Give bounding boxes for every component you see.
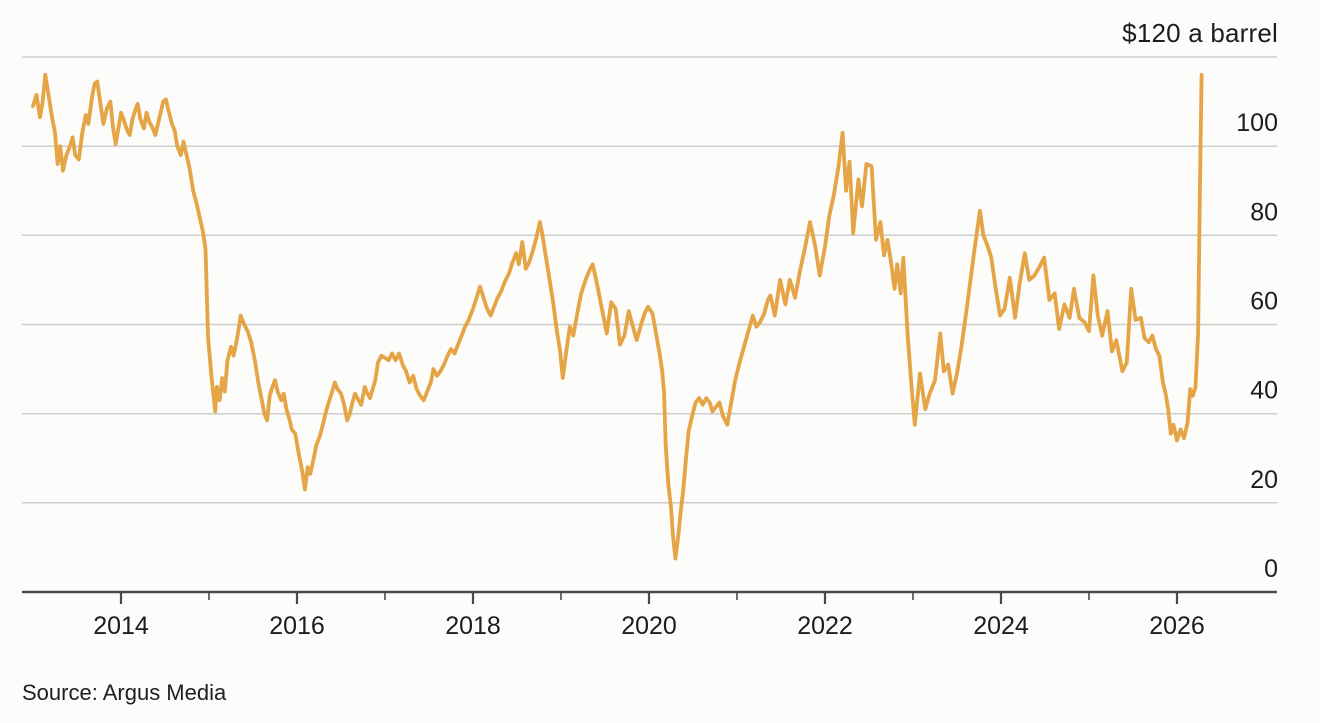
y-axis-tick-label: 60 [1250, 288, 1278, 316]
price-line [31, 72, 1204, 561]
y-axis-unit-label: $120 a barrel [1122, 18, 1278, 48]
y-axis-tick-label: 100 [1236, 109, 1278, 137]
x-axis-tick-label: 2016 [269, 612, 325, 640]
x-axis-tick-label: 2026 [1149, 612, 1205, 640]
y-axis-tick-label: 80 [1250, 198, 1278, 226]
x-axis-tick-label: 2024 [973, 612, 1029, 640]
y-axis-tick-label: 20 [1250, 466, 1278, 494]
source-note: Source: Argus Media [22, 680, 227, 705]
x-axis-tick-label: 2014 [93, 612, 149, 640]
x-axis-tick-label: 2018 [445, 612, 501, 640]
y-axis-tick-label: 40 [1250, 377, 1278, 405]
x-axis-tick-label: 2022 [797, 612, 853, 640]
y-axis-tick-label: 0 [1264, 555, 1278, 583]
x-axis-tick-label: 2020 [621, 612, 677, 640]
